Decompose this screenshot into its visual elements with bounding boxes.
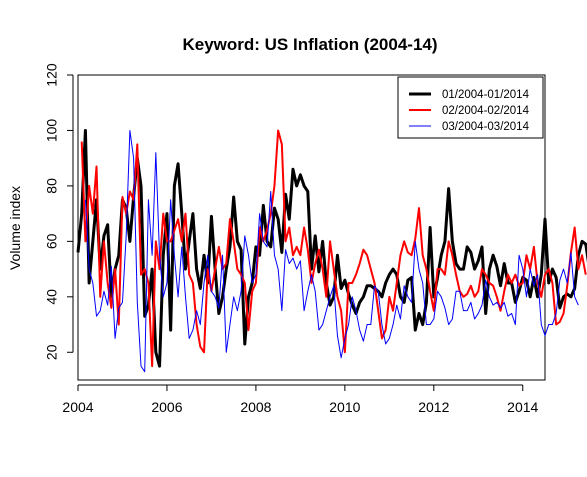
legend-label-2: 02/2004-02/2014 [442,105,530,117]
y-axis-label: Volume index [7,186,23,270]
x-tick-label: 2008 [240,399,271,415]
legend: 01/2004-01/2014 02/2004-02/2014 03/2004-03… [397,76,544,139]
y-axis: 20 40 60 80 100 120 [44,63,74,360]
x-axis: 2004 2006 2008 2010 2012 2014 [62,384,539,415]
legend-box [397,76,544,139]
y-tick-label: 20 [44,344,60,360]
y-tick-label: 100 [44,119,60,143]
x-tick-label: 2006 [151,399,182,415]
x-tick-label: 2010 [329,399,360,415]
series-line-2 [80,129,587,368]
y-tick-label: 80 [44,178,60,194]
series-line-3 [84,129,579,373]
x-tick-label: 2004 [62,399,93,415]
series-line-1 [76,128,587,368]
chart-title: Keyword: US Inflation (2004-14) [182,35,437,54]
x-tick-label: 2012 [418,399,449,415]
y-tick-label: 60 [44,233,60,249]
y-tick-label: 120 [44,63,60,87]
legend-label-1: 01/2004-01/2014 [442,89,530,101]
y-tick-label: 40 [44,289,60,305]
x-tick-label: 2014 [507,399,538,415]
legend-label-3: 03/2004-03/2014 [442,121,530,133]
series-layer [76,128,587,373]
